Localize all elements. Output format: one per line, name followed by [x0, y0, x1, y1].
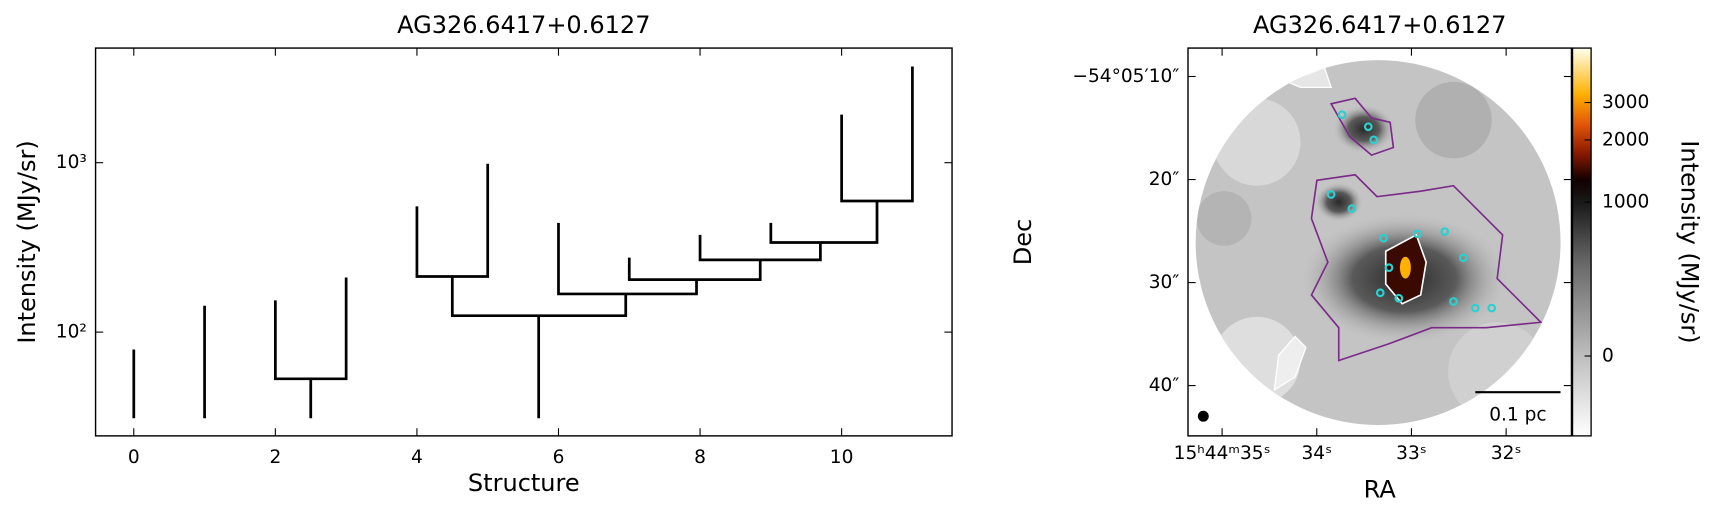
branch	[273, 277, 348, 381]
x-tick-label: 4	[411, 447, 423, 468]
beam	[1197, 410, 1209, 422]
plot-frame	[1187, 47, 1573, 437]
x-axis-label: Structure	[468, 469, 580, 497]
y-tick-label: 10²	[56, 322, 87, 343]
x-tick-label: 15ʰ44ᵐ35ˢ	[1174, 443, 1271, 464]
branch	[557, 222, 698, 296]
colorbar-tick-label: 1000	[1602, 192, 1649, 213]
y-tick-label: 10³	[56, 152, 87, 173]
colorbar-tick-label: 3000	[1602, 92, 1649, 113]
x-tick-label: 10	[830, 447, 854, 468]
branch	[769, 201, 879, 244]
y-tick-label: 30″	[1149, 272, 1180, 293]
y-tick-label: 40″	[1149, 375, 1180, 396]
y-tick-label: −54°05′10″	[1072, 66, 1179, 87]
x-tick-label: 6	[553, 447, 565, 468]
branch	[627, 257, 762, 282]
plot-frame	[94, 47, 953, 437]
intensity-map	[1195, 60, 1561, 425]
x-tick-label: 32ˢ	[1491, 443, 1522, 464]
y-tick-label: 20″	[1149, 169, 1180, 190]
x-axis-label: RA	[1364, 476, 1397, 504]
branch	[415, 163, 490, 278]
y-axis-label: Dec	[1009, 219, 1037, 265]
branch	[450, 276, 628, 318]
branch	[840, 66, 914, 203]
x-tick-label: 34ˢ	[1301, 443, 1332, 464]
colorbar-tick-label: 0	[1602, 346, 1614, 367]
chart-title: AG326.6417+0.6127	[1253, 11, 1506, 39]
x-tick-label: 2	[269, 447, 281, 468]
scale-bar-label: 0.1 pc	[1489, 405, 1546, 426]
x-tick-label: 0	[128, 447, 140, 468]
colorbar-label: Intensity (MJy/sr)	[1675, 140, 1703, 343]
x-tick-label: 8	[694, 447, 706, 468]
chart-title: AG326.6417+0.6127	[397, 11, 650, 39]
colorbar	[1572, 48, 1592, 436]
y-axis-label: Intensity (MJy/sr)	[13, 140, 41, 343]
x-tick-label: 33ˢ	[1396, 443, 1427, 464]
colorbar-frame	[1571, 47, 1592, 437]
branch	[698, 234, 822, 262]
colorbar-tick-label: 2000	[1602, 129, 1649, 150]
